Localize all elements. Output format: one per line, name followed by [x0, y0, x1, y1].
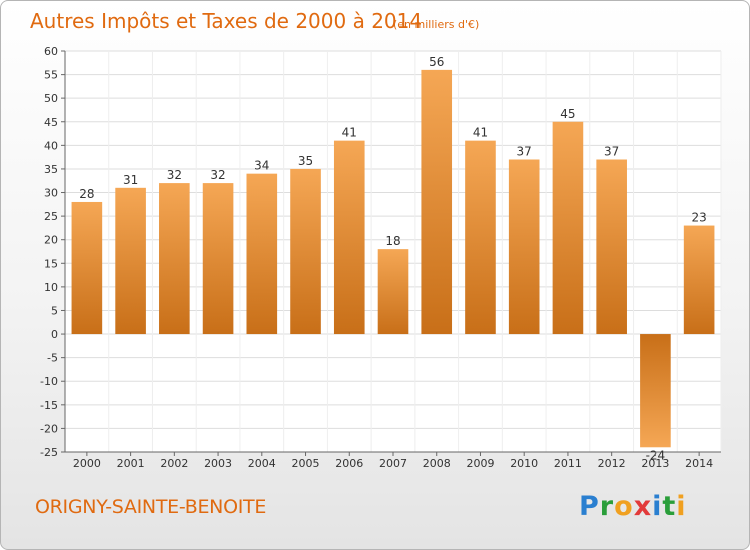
data-label: 37 [604, 145, 619, 159]
x-tick-label: 2002 [160, 457, 188, 470]
data-label: 31 [123, 173, 138, 187]
bar [377, 249, 409, 335]
data-label: 28 [79, 187, 94, 201]
chart-title: Autres Impôts et Taxes de 2000 à 2014 [30, 9, 423, 33]
bar [596, 159, 627, 335]
data-label: 45 [560, 107, 575, 121]
y-tick-label: -25 [40, 446, 58, 459]
logo-letter: P [579, 491, 600, 522]
y-tick-label: 15 [44, 257, 58, 270]
data-label: 18 [385, 234, 400, 248]
logo-letter: t [662, 491, 677, 522]
bar [552, 121, 584, 335]
y-tick-label: -15 [40, 399, 58, 412]
x-tick-label: 2007 [379, 457, 407, 470]
x-tick-label: 2013 [641, 457, 669, 470]
bar [333, 140, 365, 335]
chart-unit-note: (en milliers d'€) [393, 18, 480, 31]
x-tick-label: 2012 [598, 457, 626, 470]
bar [159, 183, 190, 335]
data-label: 23 [691, 211, 706, 225]
x-tick-label: 2004 [248, 457, 276, 470]
bar [71, 201, 103, 335]
y-tick-label: 55 [44, 69, 58, 82]
x-tick-label: 2010 [510, 457, 538, 470]
y-tick-label: 35 [44, 163, 58, 176]
x-tick-label: 2009 [466, 457, 494, 470]
data-label: 41 [342, 126, 357, 140]
y-tick-label: -10 [40, 375, 58, 388]
y-tick-label: 20 [44, 234, 58, 247]
x-tick-label: 2001 [117, 457, 145, 470]
y-tick-label: 40 [44, 139, 58, 152]
logo-letter: r [599, 491, 615, 522]
y-tick-label: 50 [44, 92, 58, 105]
proxiti-logo: Proxiti [579, 491, 687, 522]
data-label: 32 [167, 168, 182, 182]
data-label: 35 [298, 154, 313, 168]
bar [290, 168, 321, 335]
logo-letter: i [676, 491, 687, 522]
bar [115, 187, 146, 335]
logo-letter: o [614, 491, 634, 522]
x-tick-label: 2005 [292, 457, 320, 470]
bar [421, 69, 453, 335]
x-tick-label: 2000 [73, 457, 101, 470]
x-tick-label: 2014 [685, 457, 713, 470]
y-tick-label: 10 [44, 281, 58, 294]
y-tick-label: -5 [47, 352, 58, 365]
data-label: 32 [210, 168, 225, 182]
bar [640, 334, 671, 448]
data-label: 37 [517, 145, 532, 159]
logo-letter: i [652, 491, 663, 522]
commune-name: ORIGNY-SAINTE-BENOITE [35, 496, 267, 518]
y-tick-label: 45 [44, 116, 58, 129]
bar [246, 173, 278, 335]
y-tick-label: 60 [44, 45, 58, 58]
bar [202, 183, 234, 335]
data-label: 56 [429, 55, 444, 69]
y-tick-label: 0 [51, 328, 58, 341]
x-tick-label: 2008 [423, 457, 451, 470]
y-tick-label: 25 [44, 210, 58, 223]
y-tick-label: 30 [44, 187, 58, 200]
y-tick-label: 5 [51, 304, 58, 317]
bar [465, 140, 496, 335]
bar [683, 225, 715, 335]
bar [508, 159, 540, 335]
x-tick-label: 2003 [204, 457, 232, 470]
x-tick-label: 2006 [335, 457, 363, 470]
data-label: 41 [473, 126, 488, 140]
logo-letter: x [633, 491, 653, 522]
y-tick-label: -20 [40, 422, 58, 435]
x-tick-label: 2011 [554, 457, 582, 470]
data-label: 34 [254, 159, 269, 173]
